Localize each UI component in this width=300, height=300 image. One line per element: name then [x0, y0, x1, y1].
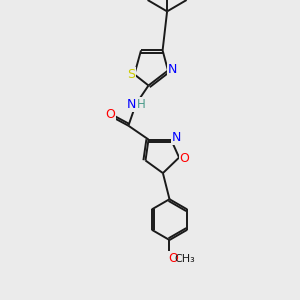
Text: O: O	[168, 252, 178, 265]
Text: O: O	[105, 108, 115, 122]
Text: CH₃: CH₃	[175, 254, 196, 264]
Text: N: N	[168, 62, 178, 76]
Text: O: O	[180, 152, 189, 165]
Text: N: N	[172, 130, 181, 144]
Text: N: N	[127, 98, 136, 111]
Text: H: H	[137, 98, 146, 111]
Text: S: S	[127, 68, 135, 81]
